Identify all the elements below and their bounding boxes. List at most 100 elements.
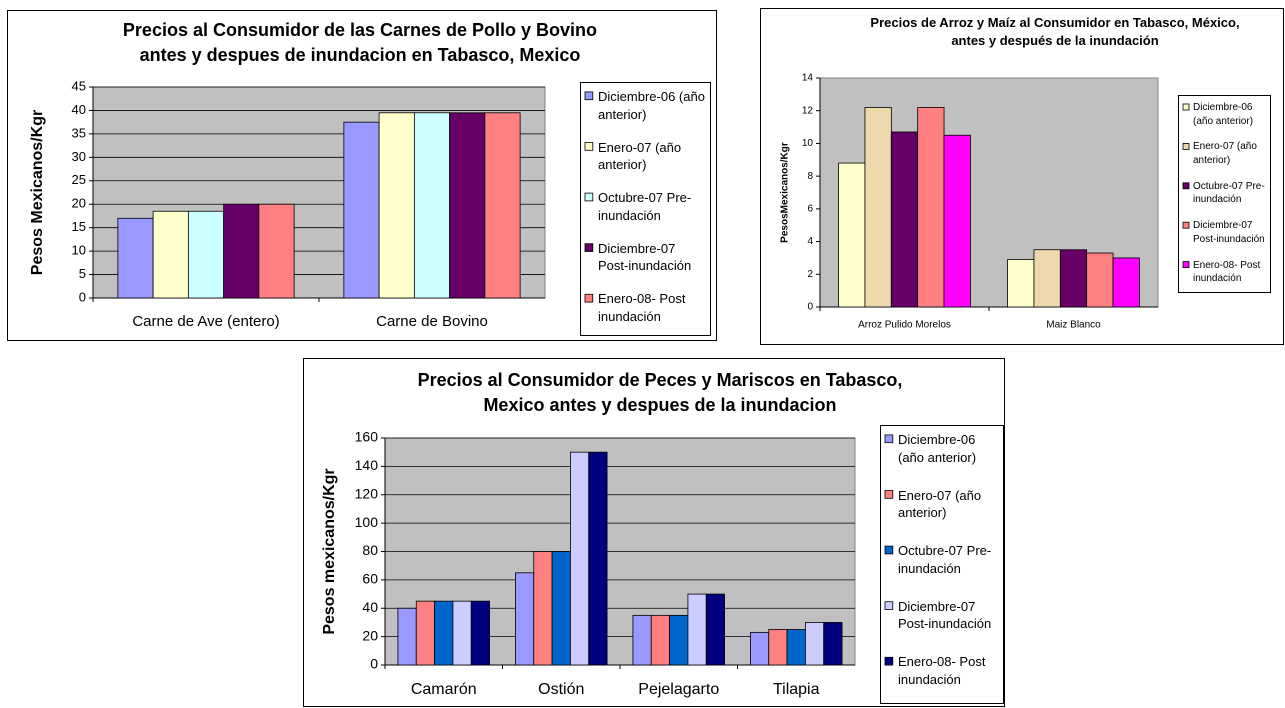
legend-swatch xyxy=(1182,142,1190,150)
bar xyxy=(669,614,689,666)
legend-swatch xyxy=(1182,182,1190,190)
chart-title: Precios al Consumidor de las Carnes de P… xyxy=(122,20,598,66)
x-tick-label: Arroz Pulido Morelos xyxy=(858,320,951,331)
y-tick-label: 10 xyxy=(802,138,814,149)
y-tick-label: 5 xyxy=(79,266,86,281)
legend-frame xyxy=(580,82,711,336)
x-tick-label: Camarón xyxy=(411,681,477,698)
legend-swatch xyxy=(884,434,894,444)
legend-label: Enero-08- Post inundación xyxy=(1193,259,1261,285)
legend-label-box: Enero-07 (año anterior) xyxy=(1193,141,1257,166)
legend-label-box: Diciembre-06 (año anterior) xyxy=(598,89,705,122)
legend-swatch xyxy=(884,545,894,555)
legend-label: Enero-08- Post inundación xyxy=(898,654,986,687)
bar xyxy=(705,593,725,666)
legend-label-box: Diciembre-07 Post-inundación xyxy=(598,240,692,274)
y-tick-label: 4 xyxy=(807,236,813,247)
legend-label-box: Enero-07 (año anterior) xyxy=(598,139,682,173)
y-tick-label: 0 xyxy=(807,302,813,313)
x-tick-label: Carne de Ave (entero) xyxy=(132,313,279,330)
legend-frame xyxy=(880,425,1004,704)
bar xyxy=(258,203,295,299)
chart-title-box: Precios de Arroz y Maíz al Consumidor en… xyxy=(870,15,1240,49)
y-tick-label: 80 xyxy=(362,542,378,558)
y-tick-label: 40 xyxy=(72,102,86,117)
chart-title: Precios al Consumidor de Peces y Marisco… xyxy=(417,370,903,416)
y-tick-label: 0 xyxy=(370,656,378,672)
legend-swatch xyxy=(1182,221,1190,229)
bar xyxy=(1059,249,1088,308)
legend-label-box: Enero-08- Post inundación xyxy=(898,654,986,687)
bar xyxy=(632,614,652,666)
legend-label-box: Octubre-07 Pre-inundación xyxy=(898,543,992,576)
x-tick-label: Carne de Bovino xyxy=(376,313,488,330)
bar xyxy=(786,629,806,666)
y-tick-label: 25 xyxy=(72,172,86,187)
y-axis-title: PesosMexicanos/Kgr xyxy=(780,142,791,243)
y-tick-label: 12 xyxy=(802,105,814,116)
bar xyxy=(551,551,571,666)
bar xyxy=(378,112,415,299)
legend-swatch xyxy=(584,293,594,303)
bar xyxy=(750,631,770,666)
y-tick-label: 6 xyxy=(807,203,813,214)
legend-label: Enero-08- Post inundación xyxy=(598,291,686,324)
legend-label-box: Diciembre-06 (año anterior) xyxy=(898,432,977,465)
legend-label: Diciembre-07 Post-inundación xyxy=(598,240,692,274)
legend-label-box: Diciembre-07 Post-inundación xyxy=(898,598,992,632)
y-tick-label: 10 xyxy=(72,243,86,258)
bar xyxy=(687,593,707,666)
legend-label-box: Octubre-07 Pre-inundación xyxy=(598,190,692,223)
y-tick-label: 0 xyxy=(79,289,86,304)
legend-label: Diciembre-06 (año anterior) xyxy=(1193,102,1254,127)
legend-label: Enero-07 (año anterior) xyxy=(598,139,682,173)
bar xyxy=(515,572,535,666)
chart-title: Precios de Arroz y Maíz al Consumidor en… xyxy=(870,15,1240,49)
legend-label-box: Octubre-07 Pre-inundación xyxy=(1193,180,1265,206)
legend-label: Octubre-07 Pre-inundación xyxy=(598,190,692,223)
bar xyxy=(223,203,260,299)
legend-label: Enero-07 (año anterior) xyxy=(898,487,982,521)
y-tick-label: 140 xyxy=(355,457,379,473)
legend-label: Diciembre-07 Post-inundación xyxy=(898,598,992,632)
bar xyxy=(415,600,435,666)
legend-swatch xyxy=(884,656,894,666)
bar xyxy=(768,629,788,666)
legend-swatch xyxy=(1182,103,1190,111)
legend-swatch xyxy=(584,142,594,151)
bar xyxy=(413,112,451,299)
bar xyxy=(890,131,919,308)
bar xyxy=(117,217,154,299)
legend-label-box: Diciembre-06 (año anterior) xyxy=(1193,102,1254,127)
legend-label: Octubre-07 Pre-inundación xyxy=(898,543,992,576)
y-tick-label: 120 xyxy=(355,485,379,501)
bar xyxy=(805,622,825,666)
legend-label: Diciembre-06 (año anterior) xyxy=(898,432,977,465)
bar xyxy=(650,614,670,666)
legend-swatch xyxy=(1182,261,1190,269)
bar xyxy=(864,107,892,308)
bar xyxy=(1112,257,1140,308)
y-tick-label: 2 xyxy=(807,269,813,280)
chart-title-box: Precios al Consumidor de Peces y Marisco… xyxy=(417,370,903,416)
bar xyxy=(484,112,521,299)
legend-frame xyxy=(1178,95,1271,293)
legend-swatch xyxy=(884,490,894,499)
bar xyxy=(917,107,945,308)
bar xyxy=(452,600,472,666)
legend-swatch xyxy=(584,91,594,101)
legend-label-box: Enero-07 (año anterior) xyxy=(898,487,982,521)
legend-label: Diciembre-06 (año anterior) xyxy=(598,89,705,122)
legend-label: Octubre-07 Pre-inundación xyxy=(1193,180,1265,206)
y-tick-label: 160 xyxy=(355,429,379,445)
bar xyxy=(152,210,189,299)
bar xyxy=(823,622,843,666)
x-tick-label: Maiz Blanco xyxy=(1046,320,1101,331)
bar xyxy=(187,210,225,299)
y-tick-label: 20 xyxy=(362,627,378,643)
x-tick-label: Tilapia xyxy=(773,681,820,698)
bar xyxy=(434,600,454,666)
bar xyxy=(397,607,417,666)
y-tick-label: 14 xyxy=(802,73,814,84)
